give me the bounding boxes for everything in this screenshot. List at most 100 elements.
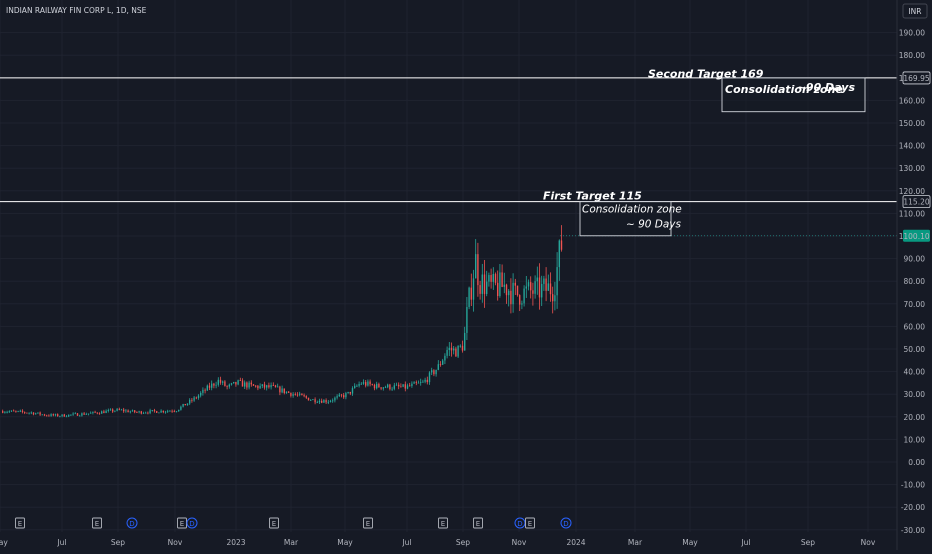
candle-body (413, 382, 415, 384)
candle-body (79, 415, 81, 417)
candle-body (365, 382, 367, 386)
x-tick-label: May (682, 538, 698, 547)
candle-body (338, 394, 340, 397)
consolidation-boxes[interactable]: Consolidation zone ~ 90 Days Consolidation… (579, 77, 866, 237)
candle-body (433, 370, 435, 375)
candle-body (178, 409, 180, 412)
candle-body (492, 274, 494, 282)
candle-body (180, 406, 182, 410)
candle-body (10, 410, 13, 412)
candle-body (39, 412, 41, 415)
box-text-line1: Consolidation zone (582, 204, 682, 216)
x-tick-label: Sep (456, 538, 470, 547)
candle-body (558, 240, 560, 268)
candle-body (415, 382, 417, 384)
candle-body (301, 393, 303, 396)
candle-body (307, 397, 310, 401)
candle-body (360, 383, 362, 385)
y-tick-label: 50.00 (904, 345, 926, 354)
symbol-title: INDIAN RAILWAY FIN CORP L, 1D, NSE (6, 6, 147, 15)
x-tick-label: Jul (56, 538, 66, 547)
candle-body (226, 385, 228, 387)
candle-body (257, 385, 259, 389)
candle-body (81, 413, 83, 416)
candle-body (371, 384, 373, 386)
candle-body (145, 412, 147, 414)
candle-body (136, 412, 138, 413)
candle-body (15, 411, 17, 412)
dividend-marker (186, 517, 198, 529)
candle-body (217, 379, 219, 385)
candle-body (151, 410, 153, 411)
candle-body (270, 385, 272, 388)
event-marker-label: D (563, 520, 568, 528)
candle-body (41, 414, 43, 416)
y-tick-label: 180.00 (899, 51, 925, 60)
event-marker-label: E (441, 520, 445, 528)
candle-body (87, 413, 90, 415)
box-text-line2: ~90 Days (797, 81, 856, 94)
earnings-marker (363, 517, 373, 529)
candle-body (250, 382, 252, 385)
candle-body (114, 410, 116, 412)
candle-body (208, 385, 211, 388)
candle-body (530, 282, 532, 291)
candle-body (327, 401, 329, 403)
candle-body (547, 283, 549, 291)
candle-body (43, 414, 46, 416)
candle-body (549, 283, 552, 295)
candle-body (268, 385, 270, 388)
candle-body (470, 287, 472, 300)
candle-body (459, 345, 461, 347)
candle-body (118, 408, 120, 410)
currency-box[interactable] (902, 3, 928, 19)
candle-body (420, 382, 422, 383)
candle-body (512, 282, 514, 305)
candle-body (376, 383, 378, 389)
candle-body (98, 413, 101, 415)
y-tick-label: 90.00 (904, 255, 926, 264)
candle-body (200, 392, 202, 396)
y-tick-label: 20.00 (904, 413, 926, 422)
earnings-marker (525, 517, 535, 529)
candle-body (294, 394, 296, 396)
candle-body (189, 399, 191, 404)
candle-body (61, 414, 63, 417)
earnings-marker (438, 517, 448, 529)
price-badge (902, 71, 931, 85)
candle-body (347, 391, 349, 394)
candle-body (272, 385, 274, 386)
candle-body (321, 400, 323, 403)
candle-body (241, 380, 244, 387)
candle-body (127, 410, 129, 413)
candle-body (435, 369, 437, 375)
price-axis[interactable] (897, 0, 932, 550)
y-tick-label: -30.00 (901, 526, 925, 535)
candle-body (560, 240, 563, 250)
candle-body (340, 394, 343, 396)
candle-body (8, 411, 10, 413)
candle-body (292, 394, 294, 396)
y-tick-label: 80.00 (904, 277, 926, 286)
candle-body (543, 278, 545, 284)
candle-body (109, 409, 112, 411)
dividend-marker (560, 517, 572, 529)
candle-body (191, 399, 193, 401)
candle-body (76, 413, 79, 416)
candle-body (382, 387, 384, 389)
x-tick-label: Mar (284, 538, 299, 547)
candle-body (345, 393, 347, 398)
candle-body (329, 400, 332, 402)
candle-body (523, 288, 525, 304)
candle-body (318, 400, 321, 403)
candle-body (461, 345, 464, 351)
candle-body (63, 414, 65, 417)
candle-body (235, 381, 237, 385)
candle-body (334, 397, 336, 401)
candle-body (285, 391, 288, 394)
candle-body (510, 290, 512, 305)
candle-body (101, 411, 103, 414)
